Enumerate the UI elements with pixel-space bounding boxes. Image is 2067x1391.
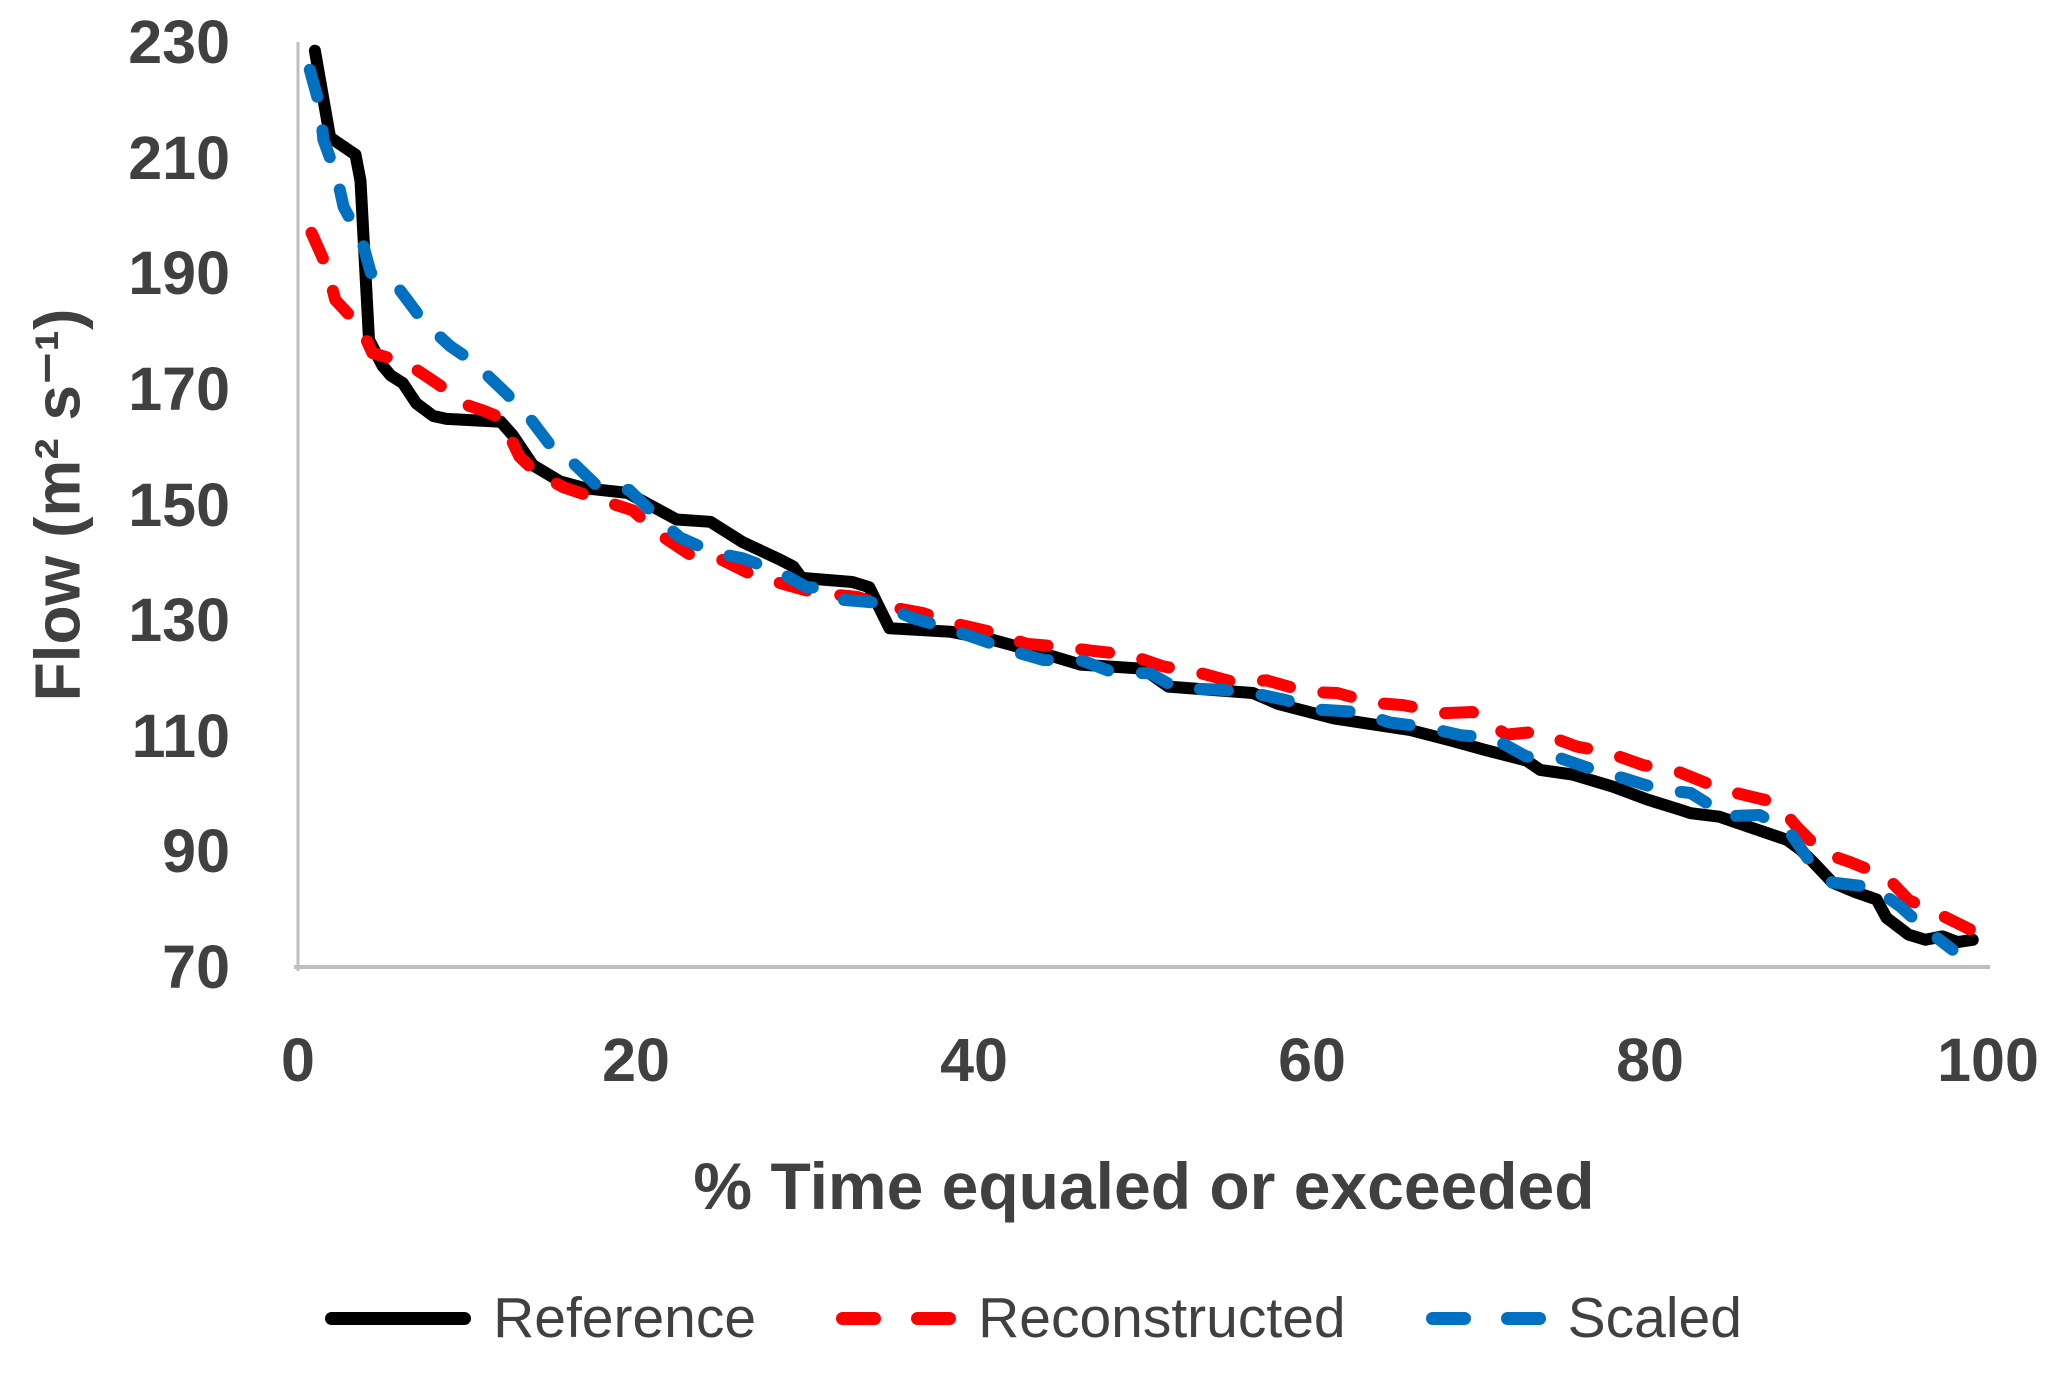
reconstructed-dash-swatch-icon — [836, 1311, 957, 1325]
x-tick-label-0: 0 — [281, 1026, 315, 1094]
x-tick-label-100: 100 — [1937, 1026, 2039, 1094]
x-tick-label-60: 60 — [1278, 1026, 1346, 1094]
x-axis-title: % Time equaled or exceeded — [693, 1149, 1595, 1223]
series-line-scaled — [303, 63, 1959, 956]
x-tick-label-80: 80 — [1616, 1026, 1684, 1094]
blue-dash-icon — [1425, 1311, 1471, 1325]
legend-item-reconstructed: Reconstructed — [836, 1285, 1346, 1351]
x-tick-label-20: 20 — [602, 1026, 670, 1094]
scaled-dash-swatch-icon — [1425, 1311, 1546, 1325]
y-tick-label-170: 170 — [128, 354, 230, 423]
y-tick-label-210: 210 — [128, 123, 230, 192]
legend: Reference Reconstructed Scaled — [0, 1285, 2067, 1351]
legend-label-reference: Reference — [493, 1286, 757, 1350]
red-dash-icon — [836, 1311, 882, 1325]
legend-label-scaled: Scaled — [1567, 1286, 1742, 1350]
legend-label-reconstructed: Reconstructed — [978, 1286, 1346, 1350]
y-tick-label-110: 110 — [131, 701, 230, 770]
x-tick-label-40: 40 — [940, 1026, 1008, 1094]
series-line-reference — [308, 44, 1979, 949]
y-tick-label-90: 90 — [162, 817, 230, 886]
reference-line-swatch-icon — [325, 1311, 472, 1325]
y-tick-label-130: 130 — [128, 586, 230, 655]
series-line-reconstructed — [305, 226, 1978, 936]
legend-item-reference: Reference — [325, 1285, 756, 1351]
y-tick-label-190: 190 — [128, 239, 230, 308]
y-tick-label-230: 230 — [128, 8, 230, 76]
y-tick-label-70: 70 — [162, 933, 230, 1001]
y-tick-label-150: 150 — [128, 470, 230, 539]
blue-dash-icon — [1500, 1311, 1546, 1325]
legend-item-scaled: Scaled — [1425, 1285, 1742, 1351]
red-dash-icon — [911, 1311, 957, 1325]
